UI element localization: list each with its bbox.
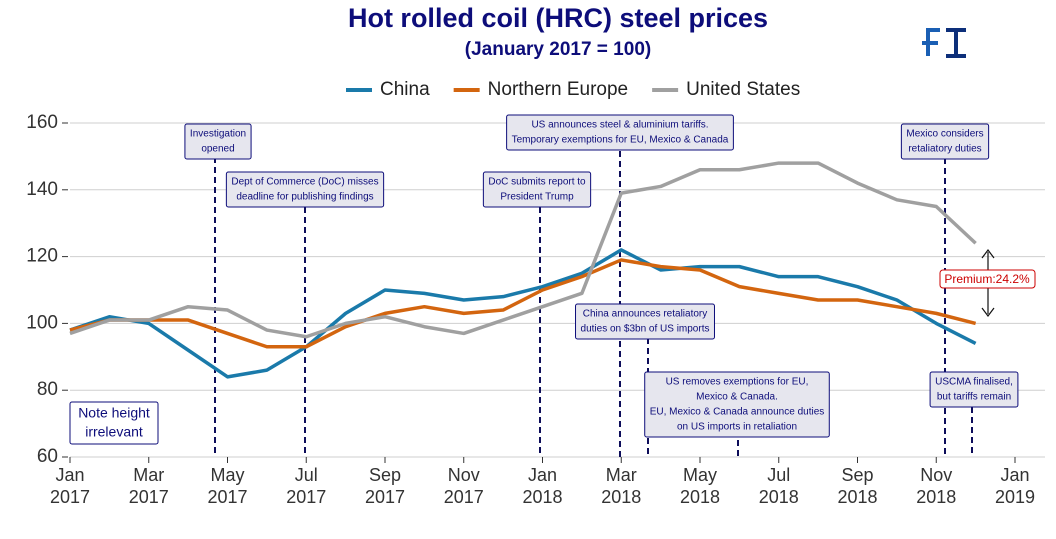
annotation-text: President Trump: [500, 192, 574, 203]
annotation-box: [506, 114, 734, 151]
x-tick-label-line: Nov: [920, 465, 952, 485]
note-box: [69, 401, 159, 445]
y-tick-label: 140: [26, 179, 58, 200]
annotation-text: retaliatory duties: [908, 144, 981, 155]
annotation-text: EU, Mexico & Canada announce duties: [650, 407, 825, 418]
y-tick-label: 100: [26, 312, 58, 333]
note-text: irrelevant: [85, 424, 143, 440]
x-tick-label-line: Sep: [369, 465, 401, 485]
y-tick-label: 60: [37, 446, 58, 467]
x-tick-label-line: 2017: [365, 487, 405, 507]
x-tick-label-line: May: [683, 465, 717, 485]
annotation-box: [644, 371, 830, 438]
annotation-box: [225, 171, 385, 208]
annotation-text: deadline for publishing findings: [236, 192, 373, 203]
legend-label: China: [380, 79, 430, 100]
x-tick-label-line: Mar: [606, 465, 637, 485]
annotation-text: opened: [201, 144, 234, 155]
series-line: [69, 258, 977, 349]
annotations: Investigation opened Dept of Commerce (DoC…: [184, 114, 1019, 457]
annotation-text: USCMA finalised,: [935, 377, 1013, 388]
premium-box: [939, 269, 1036, 289]
y-tick-label: 80: [37, 379, 58, 400]
x-tick-label-line: 2018: [837, 487, 877, 507]
x-tick-label-line: 2018: [916, 487, 956, 507]
annotation-text: Mexico & Canada.: [696, 392, 778, 403]
chart-subtitle: (January 2017 = 100): [465, 39, 651, 60]
x-tick-label: May 2018: [680, 465, 720, 507]
x-tick-label: Mar 2017: [129, 465, 169, 507]
annotation-text: on US imports in retaliation: [677, 422, 797, 433]
annotation-text: China announces retaliatory: [583, 309, 708, 320]
annotation-box: [575, 303, 715, 340]
logo: [922, 28, 966, 58]
arrow-head: [981, 249, 995, 317]
x-tick-label-line: Jul: [295, 465, 318, 485]
annotation-text: Temporary exemptions for EU, Mexico & Ca…: [512, 135, 729, 146]
x-tick-label: Nov 2018: [916, 465, 956, 507]
note-text: Note height: [78, 405, 150, 421]
x-tick-label: Sep 2017: [365, 465, 405, 507]
annotation-text: US announces steel & aluminium tariffs.: [531, 120, 708, 131]
annotation-text: DoC submits report to: [488, 177, 586, 188]
x-tick-label: Jan 2018: [522, 465, 562, 507]
annotation-box: [900, 123, 990, 160]
x-tick-label-line: Jan: [1000, 465, 1029, 485]
annotation-text: Mexico considers: [906, 129, 983, 140]
x-tick-label-line: 2017: [207, 487, 247, 507]
x-tick-label-line: 2018: [601, 487, 641, 507]
x-tick-label: Sep 2018: [837, 465, 877, 507]
x-tick-label-line: Jan: [528, 465, 557, 485]
x-tick-label-line: 2017: [50, 487, 90, 507]
annotation-box: [482, 171, 592, 208]
x-tick-label-line: 2018: [680, 487, 720, 507]
x-tick-label: Jan 2019: [995, 465, 1035, 507]
x-tick-label-line: Nov: [448, 465, 480, 485]
x-tick-label-line: May: [210, 465, 244, 485]
x-tick-label: May 2017: [207, 465, 247, 507]
x-tick-label: Jan 2017: [50, 465, 90, 507]
x-tick-label: Jul 2017: [286, 465, 326, 507]
x-tick-label-line: 2017: [444, 487, 484, 507]
x-tick-label-line: 2019: [995, 487, 1035, 507]
x-tick-label-line: Jul: [767, 465, 790, 485]
y-tick-label: 120: [26, 246, 58, 267]
x-tick-label-line: Mar: [133, 465, 164, 485]
series-line: [69, 161, 977, 339]
annotation-box: [929, 371, 1019, 408]
x-tick-label-line: 2017: [129, 487, 169, 507]
x-tick-label-line: Jan: [55, 465, 84, 485]
legend-label: Northern Europe: [488, 79, 628, 100]
annotation-text: duties on $3bn of US imports: [581, 324, 710, 335]
y-tick-label: 160: [26, 112, 58, 133]
chart-title: Hot rolled coil (HRC) steel prices: [348, 3, 768, 33]
x-tick-label: Nov 2017: [444, 465, 484, 507]
x-tick-label-line: 2018: [759, 487, 799, 507]
x-tick-label-line: 2018: [522, 487, 562, 507]
legend-label: United States: [686, 79, 800, 100]
series-line: [69, 248, 977, 379]
x-tick-label-line: Sep: [841, 465, 873, 485]
premium-label: Premium:24.2%: [944, 272, 1030, 286]
annotation-text: Dept of Commerce (DoC) misses: [231, 177, 378, 188]
annotation-text: but tariffs remain: [937, 392, 1011, 403]
x-tick-label: Jul 2018: [759, 465, 799, 507]
annotation-text: Investigation: [190, 129, 246, 140]
x-tick-label: Mar 2018: [601, 465, 641, 507]
x-tick-label-line: 2017: [286, 487, 326, 507]
annotation-text: US removes exemptions for EU,: [666, 377, 809, 388]
annotation-box: [184, 123, 252, 160]
